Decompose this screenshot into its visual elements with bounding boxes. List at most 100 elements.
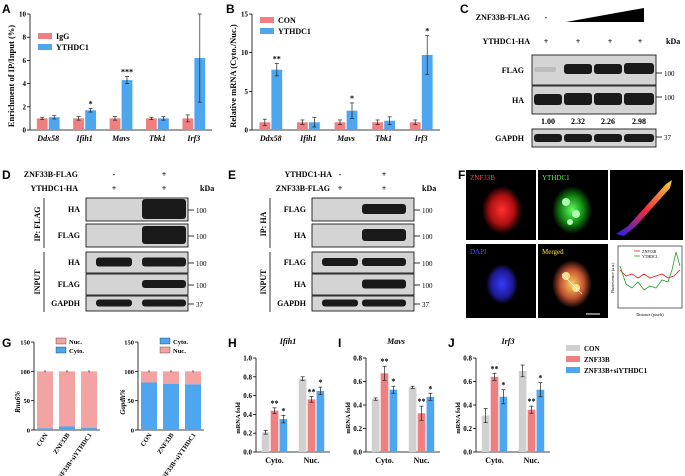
h-title: Ifih1 — [279, 337, 296, 346]
e-row1-v1: - — [339, 170, 342, 179]
g-right-ytick: 50 — [128, 398, 135, 405]
a-ytick: 4 — [23, 80, 27, 88]
panel-g-label: G — [2, 336, 12, 350]
i-bar — [408, 387, 417, 452]
g-left-bar — [81, 427, 97, 430]
f-profile-ythdc1-line — [619, 251, 681, 291]
b-ytick: 0 — [245, 127, 249, 135]
j-bar — [490, 376, 499, 452]
c-row2-v1: + — [544, 37, 549, 46]
d-band — [142, 257, 186, 267]
a-sig: * — [89, 100, 93, 109]
j-ytick: 0.2 — [463, 425, 472, 433]
c-quant-3: 2.26 — [601, 117, 615, 126]
c-quant-1: 1.00 — [541, 117, 555, 126]
g-right-legend-swatch — [159, 346, 171, 354]
panel-c-label: C — [460, 2, 469, 16]
f-profile-znf33b-line — [619, 269, 681, 279]
j-title: Irf3 — [501, 337, 515, 346]
i-bar — [389, 389, 398, 452]
b-ylabel: Relative mRNA (Cyto./Nuc.) — [228, 24, 238, 128]
a-ytick: 8 — [23, 34, 27, 42]
g-left-bar — [59, 371, 75, 427]
j-xtick: Nuc. — [524, 456, 540, 465]
b-bar — [271, 69, 283, 130]
h-sig: * — [281, 406, 285, 415]
j-ytick: 0.6 — [463, 378, 472, 386]
e-blot-label: GAPDH — [277, 299, 307, 308]
a-legend-label: IgG — [56, 32, 69, 41]
b-sig: * — [425, 27, 429, 36]
image-f: ZNF33B YTHDC1 DAPI Merged ZNF33B YTHDC1 … — [466, 170, 683, 318]
c-quant-4: 2.98 — [632, 117, 646, 126]
h-xtick: Cyto. — [265, 456, 283, 465]
panel-j-label: J — [448, 336, 455, 350]
i-sig: ** — [418, 397, 426, 406]
f-label-dapi: DAPI — [470, 248, 487, 256]
h-bar — [307, 399, 316, 452]
e-kda: kDa — [422, 184, 436, 193]
e-blot-label: FLAG — [284, 205, 306, 214]
j-sig: * — [538, 374, 542, 383]
b-bar — [334, 122, 346, 130]
a-bar — [109, 118, 121, 130]
h-xtick: Nuc. — [304, 456, 320, 465]
chart-i: Mavs mRNA fold 0.00.20.40.60.8 ***Cyto.**… — [345, 337, 440, 465]
e-blot-label: HA — [294, 280, 306, 289]
e-band — [362, 258, 406, 266]
d-input-label: INPUT — [33, 269, 42, 295]
d-band — [142, 226, 186, 244]
g-left-ytick: 50 — [24, 398, 31, 405]
c-blot-ha-label: HA — [512, 96, 524, 105]
f-label-znf33b: ZNF33B — [470, 174, 495, 182]
i-xtick: Cyto. — [375, 456, 393, 465]
a-legend-swatch — [38, 44, 52, 50]
e-ip-label: IP: HA — [259, 211, 268, 236]
j-ytick: 0.8 — [463, 355, 472, 363]
j-bar — [527, 409, 536, 452]
d-row2-v1: + — [112, 184, 117, 193]
e-row1-v2: + — [382, 170, 387, 179]
f-profile-ylabel: Fluorescence (a.u.) — [610, 262, 615, 293]
d-blot-label: HA — [68, 258, 80, 267]
a-ytick: 0 — [23, 127, 27, 135]
b-legend-label: YTHDC1 — [278, 27, 311, 36]
a-bar — [121, 80, 133, 130]
h-sig: ** — [308, 388, 316, 397]
a-legend-label: YTHDC1 — [56, 43, 89, 52]
d-marker: 100 — [196, 233, 207, 241]
g-left-xtick: ZNF33B — [52, 432, 72, 456]
d-band — [142, 299, 186, 307]
d-ip-label: IP: FLAG — [33, 207, 42, 242]
g-left-xtick: CON — [36, 432, 50, 448]
h-bar — [298, 378, 307, 452]
e-blot-label: HA — [294, 231, 306, 240]
j-sig: * — [501, 381, 505, 390]
e-marker: 100 — [422, 233, 433, 241]
f-profile-legend-2: YTHDC1 — [642, 254, 658, 259]
d-marker: 100 — [196, 260, 207, 268]
i-bar — [417, 413, 426, 452]
d-kda: kDa — [200, 184, 214, 193]
chart-j: Irf3 mRNA fold 0.00.20.40.60.8***Cyto.**… — [455, 337, 648, 465]
j-bar — [518, 370, 527, 452]
i-bar — [426, 396, 435, 452]
chart-h: Ifih1 mRNA fold 0.00.20.40.60.81.0***Cyt… — [235, 337, 330, 465]
a-bar — [85, 110, 96, 130]
a-xtick: Ddx58 — [36, 134, 59, 143]
i-ytick: 0.6 — [353, 378, 362, 386]
f-intensity-profile: ZNF33B YTHDC1 Fluorescence (a.u.) Distan… — [610, 245, 683, 317]
j-legend-label: ZNF33B — [584, 356, 610, 364]
e-band — [362, 299, 406, 307]
e-marker: 100 — [422, 207, 433, 215]
h-bar — [270, 410, 279, 452]
g-right-ytick: 150 — [124, 340, 134, 347]
h-bar — [261, 432, 270, 452]
b-bar — [409, 122, 421, 130]
e-input-label: INPUT — [259, 269, 268, 295]
a-ytick: 6 — [23, 57, 27, 65]
e-marker: 37 — [422, 301, 430, 309]
h-sig: * — [318, 378, 322, 387]
g-left-bar — [81, 371, 97, 428]
b-sig: * — [350, 94, 354, 103]
